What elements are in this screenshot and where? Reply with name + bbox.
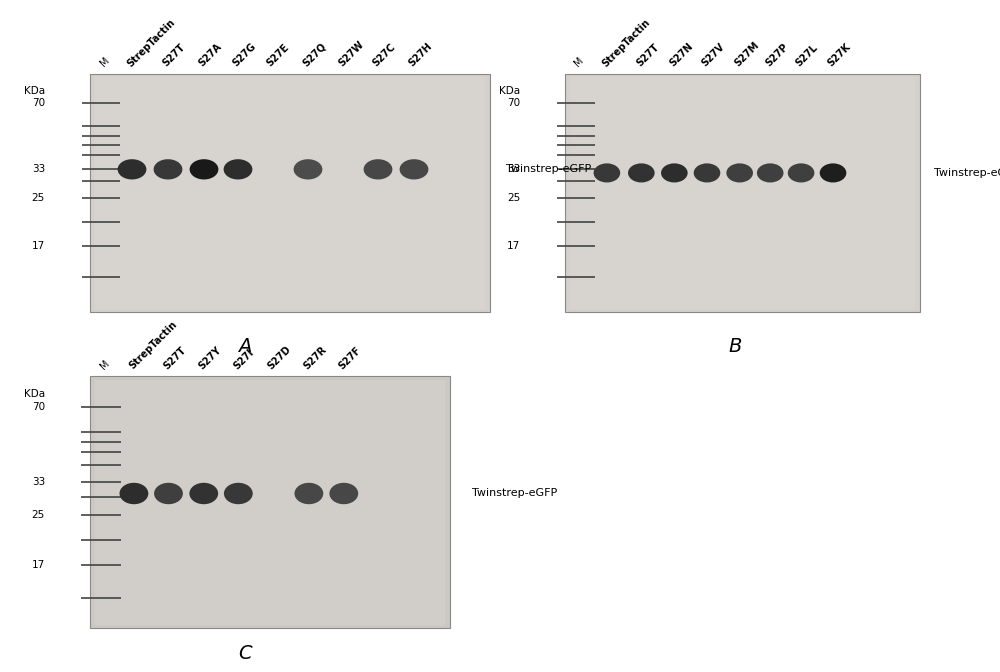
Text: StrepTactin: StrepTactin xyxy=(127,319,179,371)
Text: 25: 25 xyxy=(32,510,45,520)
Ellipse shape xyxy=(329,482,358,504)
Ellipse shape xyxy=(118,159,146,179)
Bar xyxy=(95,380,445,625)
Text: S27R: S27R xyxy=(302,344,329,371)
Text: S27V: S27V xyxy=(700,42,727,69)
Text: S27G: S27G xyxy=(231,41,258,69)
Text: 70: 70 xyxy=(32,97,45,108)
Text: 25: 25 xyxy=(507,193,520,203)
Text: 33: 33 xyxy=(32,477,45,487)
Bar xyxy=(570,77,915,309)
Ellipse shape xyxy=(661,163,688,183)
Ellipse shape xyxy=(294,482,323,504)
Text: M: M xyxy=(573,56,586,69)
Text: KDa: KDa xyxy=(499,85,520,95)
Ellipse shape xyxy=(628,163,655,183)
Text: Twinstrep-eGFP: Twinstrep-eGFP xyxy=(472,489,557,499)
Ellipse shape xyxy=(190,159,218,179)
Text: Twinstrep-eGFP: Twinstrep-eGFP xyxy=(934,168,1000,178)
Text: Twinstrep-eGFP: Twinstrep-eGFP xyxy=(506,165,591,174)
Ellipse shape xyxy=(400,159,428,179)
Text: S27T: S27T xyxy=(161,345,188,371)
Ellipse shape xyxy=(788,163,814,183)
Ellipse shape xyxy=(364,159,392,179)
Text: S27M: S27M xyxy=(733,40,761,69)
Text: S27Q: S27Q xyxy=(301,41,328,69)
Ellipse shape xyxy=(594,163,620,183)
Text: 17: 17 xyxy=(507,241,520,251)
Ellipse shape xyxy=(757,163,784,183)
Ellipse shape xyxy=(820,163,846,183)
Bar xyxy=(565,74,920,312)
Text: S27C: S27C xyxy=(371,42,398,69)
Text: S27T: S27T xyxy=(634,42,661,69)
Text: C: C xyxy=(238,644,252,663)
Bar xyxy=(95,77,485,309)
Text: S27H: S27H xyxy=(407,41,434,69)
Text: M: M xyxy=(98,56,111,69)
Text: 70: 70 xyxy=(32,402,45,411)
Text: M: M xyxy=(98,358,111,371)
Text: S27I: S27I xyxy=(231,347,255,371)
Text: StrepTactin: StrepTactin xyxy=(600,17,652,69)
Ellipse shape xyxy=(189,482,218,504)
Ellipse shape xyxy=(726,163,753,183)
Text: S27P: S27P xyxy=(763,42,790,69)
Text: 25: 25 xyxy=(32,193,45,203)
Text: KDa: KDa xyxy=(24,389,45,399)
Text: S27F: S27F xyxy=(337,345,363,371)
Text: 17: 17 xyxy=(32,241,45,251)
Bar xyxy=(90,74,490,312)
Text: 17: 17 xyxy=(32,560,45,571)
Text: B: B xyxy=(728,337,742,355)
Text: KDa: KDa xyxy=(24,85,45,95)
Text: S27N: S27N xyxy=(667,41,695,69)
Bar xyxy=(90,376,450,628)
Text: StrepTactin: StrepTactin xyxy=(125,17,177,69)
Ellipse shape xyxy=(294,159,322,179)
Ellipse shape xyxy=(224,159,252,179)
Ellipse shape xyxy=(154,159,182,179)
Ellipse shape xyxy=(694,163,720,183)
Text: S27D: S27D xyxy=(266,343,293,371)
Text: S27T: S27T xyxy=(161,42,187,69)
Text: 70: 70 xyxy=(507,97,520,108)
Text: S27E: S27E xyxy=(265,42,291,69)
Text: 33: 33 xyxy=(32,165,45,174)
Text: 33: 33 xyxy=(507,165,520,174)
Text: S27L: S27L xyxy=(794,42,820,69)
Text: S27W: S27W xyxy=(337,39,366,69)
Ellipse shape xyxy=(154,482,183,504)
Text: S27A: S27A xyxy=(197,42,224,69)
Ellipse shape xyxy=(224,482,253,504)
Text: S27K: S27K xyxy=(826,42,853,69)
Text: S27Y: S27Y xyxy=(197,344,223,371)
Ellipse shape xyxy=(120,482,148,504)
Text: A: A xyxy=(238,337,252,355)
